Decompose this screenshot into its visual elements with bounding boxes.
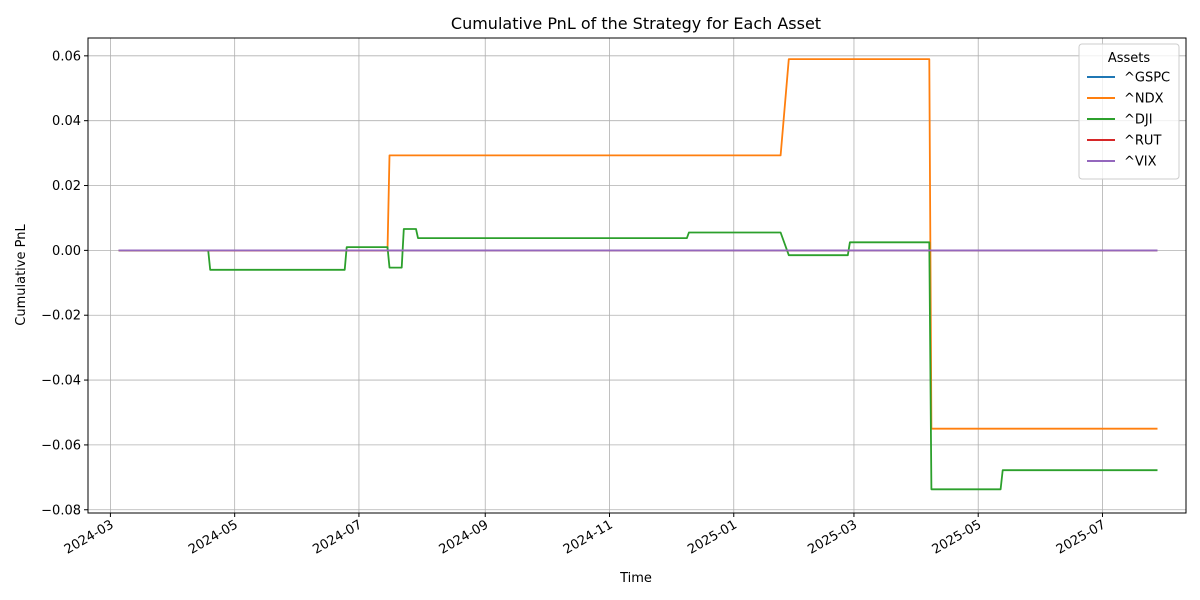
series-line-dji [118, 228, 1158, 491]
legend-entry: ^RUT [1124, 134, 1161, 149]
legend: Assets ^GSPC ^NDX ^DJI ^RUT ^VIX [1078, 43, 1180, 180]
x-axis-label: Time [619, 571, 652, 586]
y-tick-label: −0.08 [41, 503, 81, 518]
y-tick-label: 0.00 [52, 244, 81, 259]
y-axis-label: Cumulative PnL [14, 224, 29, 326]
legend-entry: ^NDX [1124, 92, 1164, 107]
y-tick-label: 0.02 [52, 179, 81, 194]
chart-title: Cumulative PnL of the Strategy for Each … [451, 14, 821, 33]
y-axis-ticks: 0.06 0.04 0.02 0.00 −0.02 −0.04 −0.06 −0.08 [41, 49, 88, 518]
legend-entry: ^VIX [1124, 155, 1157, 170]
y-tick-label: −0.06 [41, 438, 81, 453]
y-tick-label: 0.04 [52, 114, 81, 129]
y-tick-label: 0.06 [52, 49, 81, 64]
legend-entry: ^DJI [1124, 113, 1153, 128]
y-tick-label: −0.04 [41, 374, 81, 389]
legend-entry: ^GSPC [1124, 71, 1170, 86]
plot-frame [87, 37, 1187, 514]
y-tick-label: −0.02 [41, 309, 81, 324]
legend-title: Assets [1108, 51, 1151, 66]
series-lines [118, 58, 1158, 491]
